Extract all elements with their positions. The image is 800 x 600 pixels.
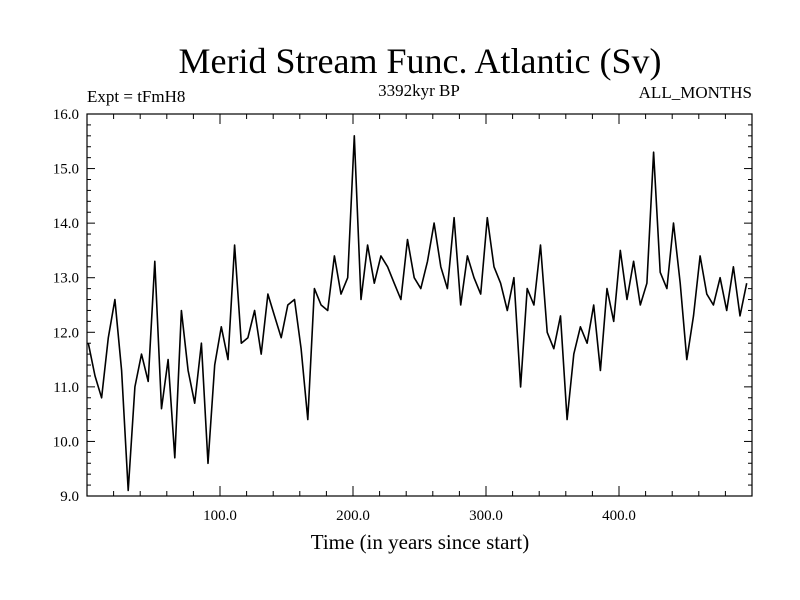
y-tick-label: 12.0 (53, 325, 79, 341)
chart-title: Merid Stream Func. Atlantic (Sv) (179, 41, 662, 81)
x-tick-label: 200.0 (336, 508, 370, 524)
x-tick-label: 400.0 (602, 508, 636, 524)
y-axis: 9.0 10.0 11.0 12.0 13.0 14.0 15.0 16.0 (53, 107, 752, 505)
y-tick-label: 16.0 (53, 107, 79, 123)
x-tick-label: 300.0 (469, 508, 503, 524)
y-tick-label: 9.0 (60, 489, 79, 505)
x-axis-label: Time (in years since start) (311, 530, 530, 554)
y-tick-label: 10.0 (53, 434, 79, 450)
y-tick-label: 11.0 (53, 380, 79, 396)
y-tick-label: 15.0 (53, 162, 79, 178)
months-label: ALL_MONTHS (639, 83, 752, 102)
series-line (87, 135, 748, 492)
x-tick-label: 100.0 (203, 508, 237, 524)
y-tick-label: 13.0 (53, 271, 79, 287)
y-tick-label: 14.0 (53, 216, 79, 232)
period-label: 3392kyr BP (378, 81, 460, 100)
x-axis: 100.0 200.0 300.0 400.0 (113, 114, 726, 524)
plot-frame (86, 113, 753, 497)
experiment-label: Expt = tFmH8 (87, 87, 185, 106)
